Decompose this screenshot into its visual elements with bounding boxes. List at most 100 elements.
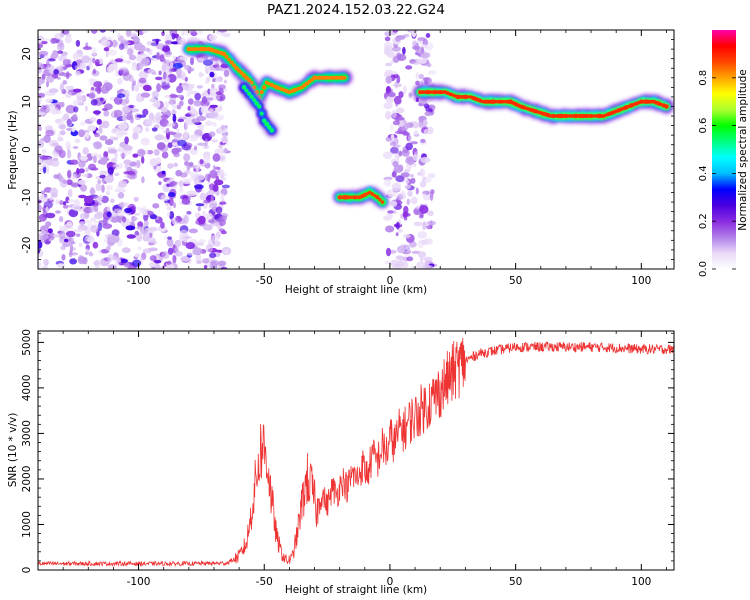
noise-speckle xyxy=(180,37,187,46)
noise-speckle xyxy=(402,85,407,94)
snr-series-line xyxy=(38,337,674,568)
noise-speckle xyxy=(126,234,136,239)
noise-speckle xyxy=(391,109,397,119)
noise-speckle xyxy=(166,260,172,266)
noise-speckle xyxy=(93,110,101,115)
noise-speckle xyxy=(412,122,420,129)
noise-speckle xyxy=(48,103,55,111)
noise-speckle xyxy=(161,170,166,175)
noise-speckle xyxy=(394,130,404,135)
noise-speckle xyxy=(40,137,50,142)
noise-speckle xyxy=(215,91,222,95)
noise-speckle xyxy=(142,84,152,92)
noise-speckle xyxy=(188,228,198,234)
noise-speckle xyxy=(68,209,79,218)
noise-speckle xyxy=(141,156,145,164)
noise-speckle xyxy=(88,252,94,257)
trace-point xyxy=(375,195,380,200)
noise-speckle xyxy=(72,146,79,149)
noise-speckle xyxy=(92,155,97,164)
noise-speckle xyxy=(179,186,184,193)
noise-speckle xyxy=(172,142,178,147)
noise-speckle xyxy=(72,113,78,121)
noise-speckle xyxy=(88,59,92,69)
noise-speckle xyxy=(90,225,99,233)
noise-speckle xyxy=(122,149,128,154)
noise-speckle xyxy=(73,106,79,113)
trace-point xyxy=(591,114,596,118)
snr-x-axis-label: Height of straight line (km) xyxy=(285,584,427,596)
snr-plot-area xyxy=(38,331,674,570)
noise-speckle xyxy=(423,128,429,135)
noise-speckle xyxy=(138,246,142,251)
noise-speckle xyxy=(102,223,113,229)
noise-speckle xyxy=(106,211,112,218)
noise-speckle xyxy=(116,93,126,98)
noise-speckle xyxy=(149,213,157,220)
noise-speckle xyxy=(121,90,131,95)
noise-speckle xyxy=(62,204,69,209)
noise-speckle xyxy=(40,104,46,112)
noise-speckle xyxy=(412,45,420,50)
noise-speckle xyxy=(115,129,124,138)
noise-speckle xyxy=(429,192,434,201)
noise-speckle xyxy=(411,61,421,65)
noise-speckle xyxy=(96,142,101,148)
noise-speckle xyxy=(75,39,81,47)
noise-speckle xyxy=(98,125,103,134)
noise-speckle xyxy=(145,119,156,125)
y-tick-label: 1000 xyxy=(21,511,33,538)
noise-speckle xyxy=(395,175,405,183)
trace-point xyxy=(466,95,470,99)
noise-speckle xyxy=(382,215,393,221)
noise-speckle xyxy=(421,193,427,198)
noise-speckle xyxy=(395,97,402,105)
noise-speckle xyxy=(161,151,169,159)
noise-speckle xyxy=(85,251,89,255)
noise-speckle xyxy=(118,180,128,188)
noise-speckle xyxy=(209,169,218,179)
trace-point xyxy=(380,200,385,204)
colorbar-tick-label: 0.2 xyxy=(698,213,709,229)
noise-speckle xyxy=(145,127,150,133)
noise-speckle xyxy=(169,60,174,69)
noise-speckle xyxy=(402,46,406,55)
noise-speckle xyxy=(92,57,96,64)
noise-speckle xyxy=(172,255,177,264)
noise-speckle xyxy=(160,194,170,202)
spectrogram-trace-layer xyxy=(183,42,674,208)
snr-frame xyxy=(37,330,675,571)
noise-speckle xyxy=(193,100,202,107)
noise-speckle xyxy=(389,124,394,132)
trace-point xyxy=(194,47,199,51)
noise-speckle xyxy=(422,221,427,231)
noise-speckle xyxy=(53,69,59,75)
noise-speckle xyxy=(202,258,210,264)
noise-speckle xyxy=(80,184,87,192)
noise-speckle xyxy=(95,183,102,192)
noise-speckle xyxy=(180,181,184,188)
noise-speckle xyxy=(117,32,121,38)
noise-speckle xyxy=(152,90,159,99)
noise-speckle xyxy=(51,50,59,59)
noise-speckle xyxy=(169,211,175,220)
noise-speckle xyxy=(196,85,203,89)
noise-speckle xyxy=(133,196,139,202)
noise-speckle xyxy=(41,41,48,45)
noise-speckle xyxy=(408,92,413,98)
noise-speckle xyxy=(189,90,198,95)
noise-speckle xyxy=(45,212,56,219)
noise-speckle xyxy=(162,71,167,80)
noise-speckle xyxy=(65,85,75,91)
noise-speckle xyxy=(407,134,412,143)
noise-speckle xyxy=(158,70,162,76)
noise-speckle xyxy=(184,64,191,71)
noise-speckle xyxy=(93,195,102,203)
noise-speckle xyxy=(101,120,110,129)
colorbar-label: Normalized spectral amplitude xyxy=(737,69,749,230)
noise-speckle xyxy=(383,41,393,50)
noise-speckle xyxy=(74,138,81,144)
noise-speckle xyxy=(200,93,205,97)
noise-speckle xyxy=(53,174,60,180)
noise-speckle xyxy=(214,166,221,170)
